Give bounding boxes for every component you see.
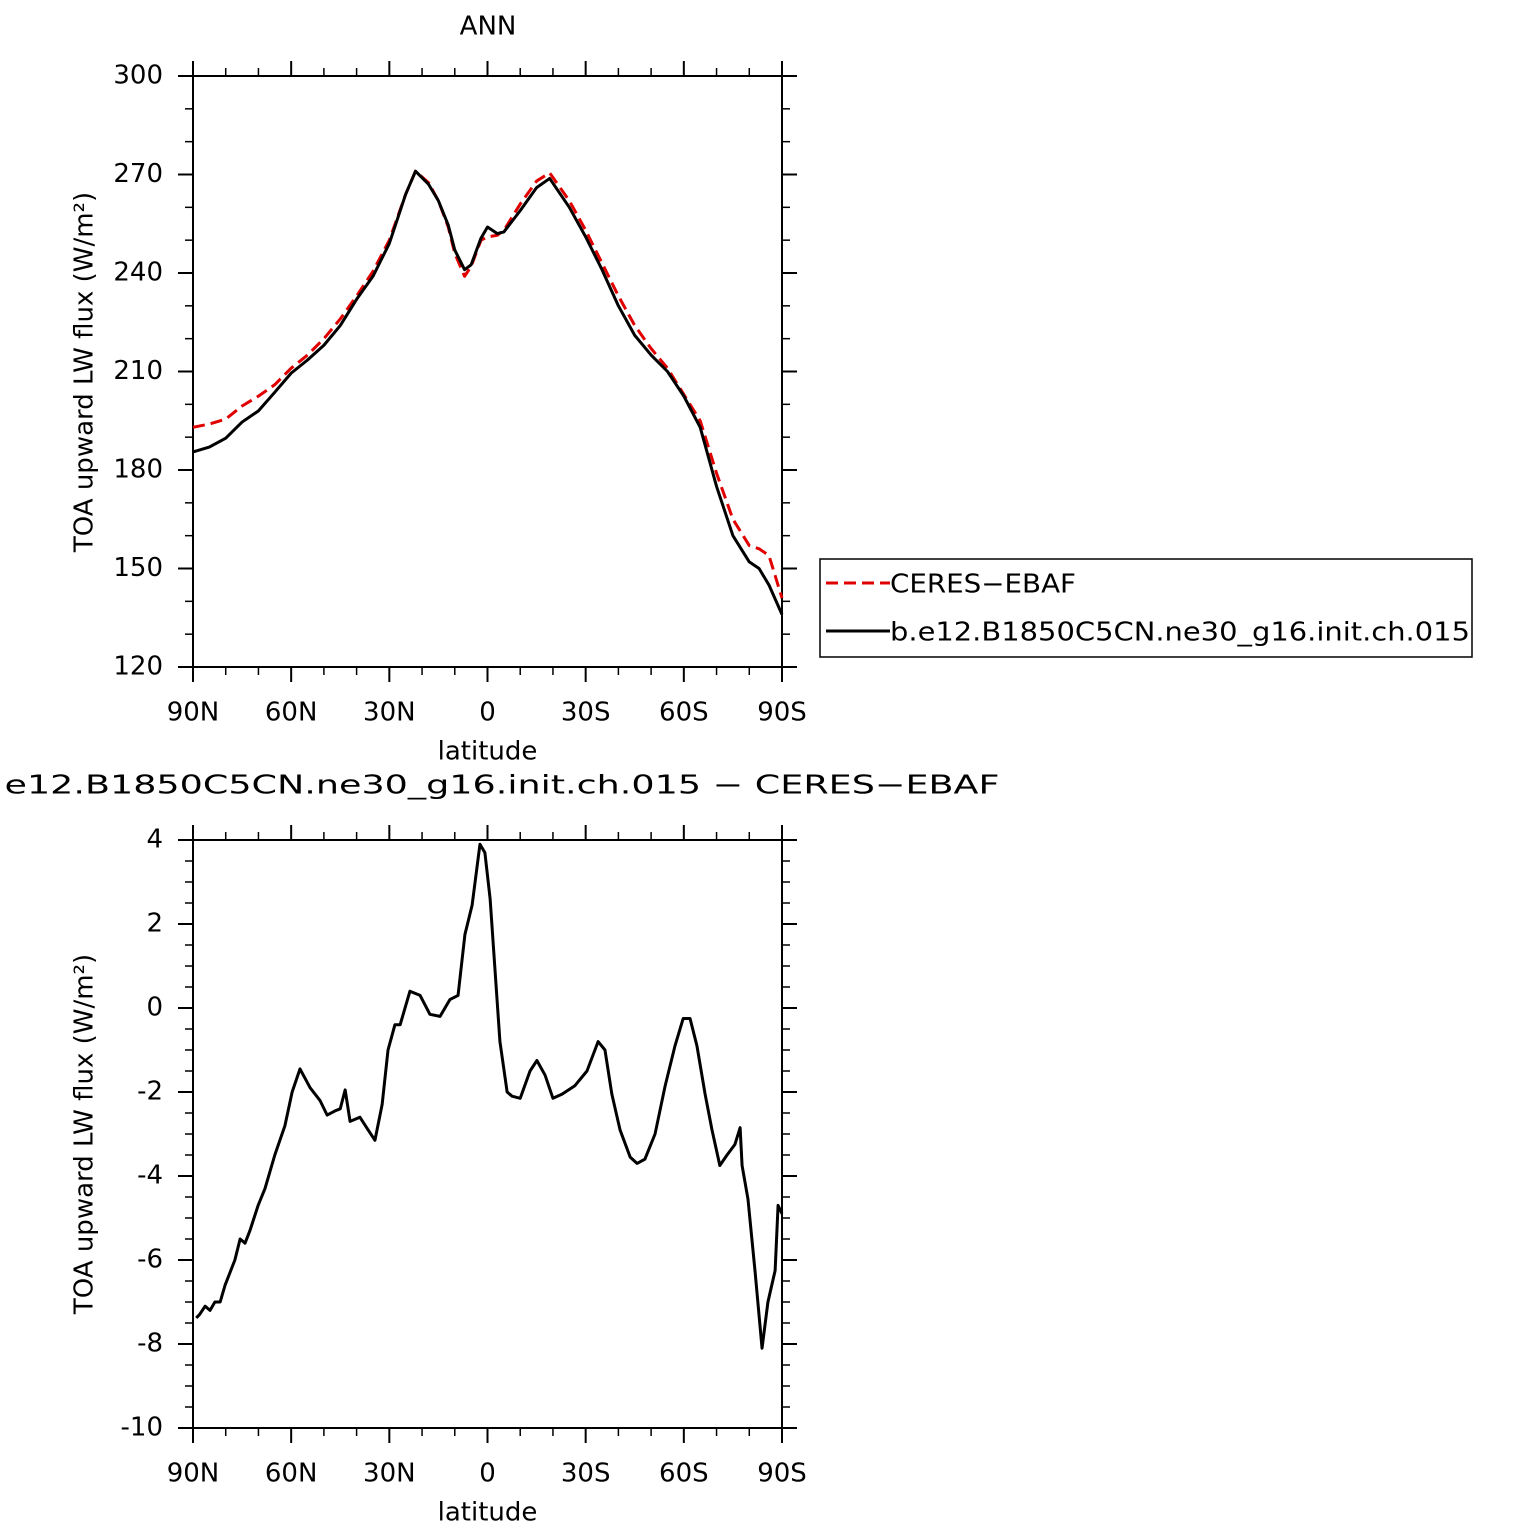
- panel: ANN latitude TOA upward LW flux (W/m²) 120 1…: [70, 12, 1473, 767]
- x-tick-label: 90S: [757, 698, 807, 728]
- y-tick-label: -8: [137, 1329, 163, 1359]
- y-tick-label: -4: [137, 1161, 163, 1191]
- x-axis-label: latitude: [438, 737, 538, 767]
- data-line: [195, 842, 784, 1350]
- legend-label: b.e12.B1850C5CN.ne30_g16.init.ch.015: [890, 618, 1470, 648]
- x-tick-label: 60S: [659, 1459, 709, 1489]
- x-tick-label: 30S: [561, 698, 611, 728]
- y-tick-label: 120: [113, 652, 163, 682]
- y-tick-label: -2: [137, 1077, 163, 1107]
- x-tick-label: 60N: [265, 698, 318, 728]
- panel: e12.B1850C5CN.ne30_g16.init.ch.015 − CER…: [5, 771, 1000, 1528]
- y-tick-label: 300: [113, 61, 163, 91]
- y-tick-label: 180: [113, 455, 163, 485]
- y-tick-label: 0: [146, 993, 163, 1023]
- x-tick-label: 30S: [561, 1459, 611, 1489]
- legend-label: CERES−EBAF: [890, 570, 1076, 600]
- plot-frame: [192, 75, 783, 668]
- y-axis-label: TOA upward LW flux (W/m²): [70, 954, 100, 1315]
- y-tick-label: -10: [121, 1413, 163, 1443]
- x-tick-label: 90N: [167, 698, 220, 728]
- chart-title: ANN: [460, 12, 517, 42]
- x-tick-label: 60N: [265, 1459, 318, 1489]
- x-tick-label: 90S: [757, 1459, 807, 1489]
- y-tick-label: 150: [113, 553, 163, 583]
- x-tick-label: 30N: [363, 698, 416, 728]
- y-tick-label: 270: [113, 159, 163, 189]
- chart-title: e12.B1850C5CN.ne30_g16.init.ch.015 − CER…: [5, 771, 1000, 801]
- y-tick-label: -6: [137, 1245, 163, 1275]
- y-tick-label: 2: [146, 909, 163, 939]
- y-tick-label: 210: [113, 356, 163, 386]
- y-tick-label: 240: [113, 258, 163, 288]
- x-tick-label: 30N: [363, 1459, 416, 1489]
- x-tick-label: 0: [479, 698, 496, 728]
- data-line: [192, 169, 784, 616]
- x-axis-label: latitude: [438, 1498, 538, 1528]
- y-tick-label: 4: [146, 825, 163, 855]
- x-tick-label: 60S: [659, 698, 709, 728]
- x-tick-label: 0: [479, 1459, 496, 1489]
- legend-box: [819, 558, 1473, 658]
- x-tick-label: 90N: [167, 1459, 220, 1489]
- y-axis-label: TOA upward LW flux (W/m²): [70, 192, 100, 553]
